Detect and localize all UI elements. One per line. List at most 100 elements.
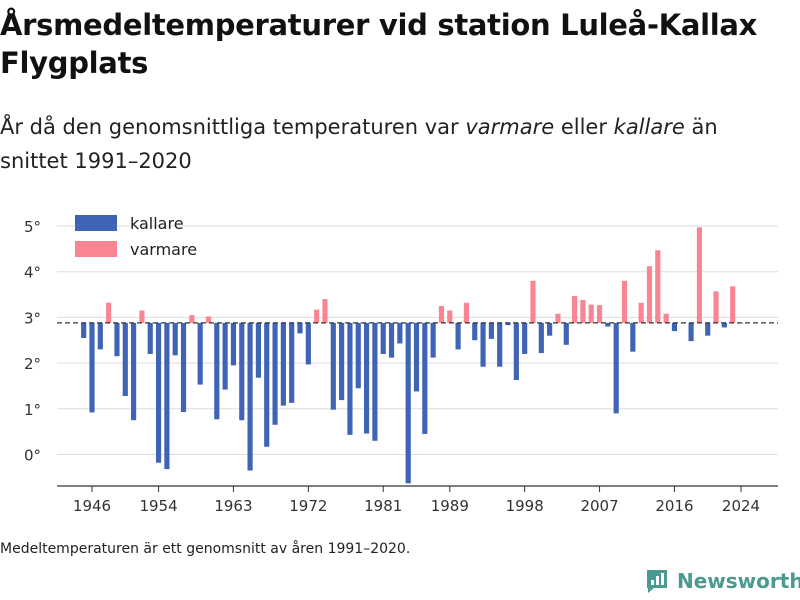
- bar: [180, 322, 187, 412]
- subtitle-text-mid: eller: [554, 115, 614, 139]
- bar: [538, 322, 544, 354]
- bar: [588, 304, 594, 323]
- bar: [730, 286, 736, 323]
- bar: [297, 322, 303, 334]
- bar: [613, 322, 619, 414]
- bar: [438, 305, 445, 323]
- x-tick-label: 2007: [580, 497, 618, 515]
- bar: [81, 322, 87, 338]
- bar: [89, 322, 95, 413]
- legend-swatch-varmare: [75, 241, 117, 257]
- subtitle-warm-word: varmare: [465, 115, 555, 139]
- y-tick-label: 0°: [24, 447, 41, 465]
- y-tick-label: 1°: [24, 401, 41, 419]
- bar: [239, 322, 245, 421]
- bar: [522, 322, 528, 354]
- bar: [139, 310, 145, 323]
- bar: [655, 250, 661, 323]
- axes-group: 0° 1° 2° 3° 4° 5° 1946 1954 1963 1972 1981 1989 1998…: [24, 218, 778, 515]
- legend-swatch-kallare: [75, 215, 117, 231]
- y-tick-label: 3°: [24, 309, 41, 327]
- bar: [646, 266, 653, 323]
- y-tick-label: 2°: [24, 355, 41, 373]
- bar: [530, 280, 536, 323]
- legend-label-varmare: varmare: [130, 240, 197, 259]
- bar: [513, 322, 519, 381]
- bar: [289, 322, 295, 403]
- bar: [563, 322, 569, 345]
- bar: [671, 322, 678, 332]
- bar: [364, 322, 370, 434]
- bar: [621, 280, 628, 323]
- bar: [230, 322, 237, 366]
- bar: [164, 322, 170, 470]
- bar: [688, 322, 694, 342]
- bar: [372, 322, 378, 441]
- bar: [596, 305, 603, 323]
- bar: [447, 310, 453, 323]
- x-tick-label: 2016: [655, 497, 693, 515]
- bar: [214, 322, 220, 420]
- bar: [638, 302, 644, 323]
- bar: [463, 302, 469, 323]
- y-tick-label: 5°: [24, 218, 41, 236]
- bar: [696, 227, 702, 323]
- bar: [172, 322, 178, 356]
- x-tick-label: 1963: [214, 497, 252, 515]
- brand-name: Newsworthy: [677, 569, 800, 593]
- bar: [247, 322, 253, 471]
- bar: [713, 291, 719, 323]
- x-tick-label: 1998: [506, 497, 544, 515]
- bar: [330, 322, 336, 410]
- bar: [397, 322, 403, 344]
- legend: kallare varmare: [75, 214, 197, 259]
- bar: [197, 322, 203, 385]
- bar: [497, 322, 503, 367]
- bar: [322, 299, 328, 323]
- bar: [339, 322, 345, 401]
- bar: [721, 322, 727, 328]
- subtitle-text-post: än snittet 1991–2020: [0, 115, 718, 173]
- bar: [555, 313, 561, 323]
- x-tick-label: 2024: [722, 497, 760, 515]
- chart-title: Årsmedeltemperaturer vid station Luleå-K…: [0, 8, 758, 80]
- bar: [388, 322, 395, 358]
- x-tick-label: 1946: [73, 497, 111, 515]
- x-tick-label: 1972: [289, 497, 327, 515]
- bar: [380, 322, 386, 354]
- bar: [455, 322, 461, 350]
- bar: [347, 322, 353, 435]
- bar: [272, 322, 278, 425]
- bar: [630, 322, 636, 352]
- footnote: Medeltemperaturen är ett genomsnitt av å…: [0, 541, 411, 557]
- bar: [106, 302, 112, 323]
- legend-label-kallare: kallare: [130, 214, 184, 233]
- bar: [505, 322, 511, 326]
- bar: [472, 322, 478, 341]
- bar: [305, 322, 311, 365]
- bar: [488, 322, 494, 339]
- chart-subtitle: År då den genomsnittliga temperaturen va…: [0, 110, 790, 178]
- bar: [705, 322, 711, 336]
- bar: [189, 315, 195, 323]
- x-tick-label: 1989: [431, 497, 469, 515]
- newsworthy-logo-icon: [647, 570, 667, 593]
- bar: [264, 322, 270, 447]
- bar: [422, 322, 428, 434]
- bar: [114, 322, 120, 357]
- bar: [280, 322, 286, 406]
- bar: [663, 313, 669, 323]
- bar: [413, 322, 420, 392]
- temperature-bar-chart: 0° 1° 2° 3° 4° 5° 1946 1954 1963 1972 1981 1989 1998…: [24, 214, 778, 515]
- brand-logo: Newsworthy: [645, 568, 800, 594]
- bar: [480, 322, 486, 367]
- bar: [572, 295, 578, 323]
- bar: [430, 322, 436, 358]
- bar: [605, 322, 611, 327]
- subtitle-text-pre: År då den genomsnittliga temperaturen va…: [0, 115, 466, 139]
- bar: [547, 322, 553, 336]
- bar: [314, 309, 320, 323]
- subtitle-cold-word: kallare: [613, 115, 685, 139]
- bar: [222, 322, 228, 390]
- bar: [405, 322, 411, 484]
